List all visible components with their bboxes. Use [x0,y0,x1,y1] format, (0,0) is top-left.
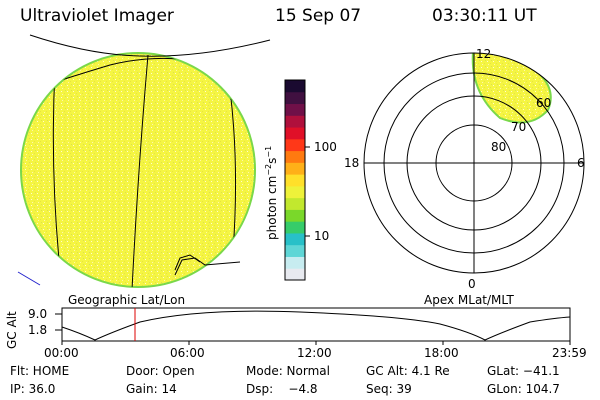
status-glat: GLat: −41.1 [487,364,560,378]
colorbar-segment [285,185,305,199]
status-glon: GLon: 104.7 [487,382,560,396]
colorbar-segment [285,115,305,128]
colorbar-segment [285,103,305,116]
status-gain: Gain: 14 [126,382,177,396]
colorbar-tick-100: 100 [314,140,337,154]
alt-xtick-2: 12:00 [297,346,332,360]
colorbar-segment [285,174,305,187]
colorbar-segment [285,268,305,281]
mlt-label-6: 6 [577,156,585,170]
status-mode: Mode: Normal [246,364,330,378]
status-seq: Seq: 39 [366,382,412,396]
instrument-title: Ultraviolet Imager [20,6,174,26]
colorbar-segment [285,256,305,269]
polar-caption: Apex MLat/MLT [424,293,514,307]
mlt-label-18: 18 [344,156,360,170]
globe-caption: Geographic Lat/Lon [68,293,186,307]
colorbar-frame [284,79,306,281]
colorbar-segment [285,80,305,93]
colorbar-segment [285,127,305,140]
alt-xtick-4: 23:59 [552,346,587,360]
mlat-label-60: 60 [536,96,552,110]
gc-alt-axis-label: GC Alt [5,311,19,349]
altitude-plot [55,307,571,345]
colorbar-segment [285,244,305,257]
status-dsp: Dsp: −4.8 [246,382,318,396]
mlt-label-12: 12 [476,47,492,61]
colorbar-segment [285,221,305,234]
alt-ytick-top: 9.0 [28,307,48,321]
globe-image [17,34,271,288]
date-label: 15 Sep 07 [275,6,362,26]
colorbar-segment [285,162,305,175]
colorbar-segment [285,209,305,222]
colorbar [284,79,310,281]
polar-plot [363,52,585,274]
time-label: 03:30:11 UT [432,6,537,26]
colorbar-segment [285,150,305,163]
alt-xtick-1: 06:00 [170,346,205,360]
colorbar-segment [285,197,305,210]
mlat-label-80: 80 [491,140,507,154]
status-ip: IP: 36.0 [10,382,56,396]
status-flt: Flt: HOME [10,364,70,378]
status-door: Door: Open [126,364,195,378]
status-gc-alt: GC Alt: 4.1 Re [366,364,450,378]
colorbar-segment [285,138,305,152]
alt-xtick-0: 00:00 [44,346,79,360]
colorbar-segment [285,232,305,246]
mlt-label-0: 0 [468,277,476,291]
mlat-label-70: 70 [511,120,527,134]
colorbar-tick-10: 10 [314,229,330,243]
alt-ytick-bottom: 1.8 [28,323,48,337]
colorbar-segment [285,91,305,105]
altitude-curve [61,310,571,341]
colorbar-unit-label: photon cm−2s−1 [264,145,279,240]
alt-xtick-3: 18:00 [424,346,459,360]
